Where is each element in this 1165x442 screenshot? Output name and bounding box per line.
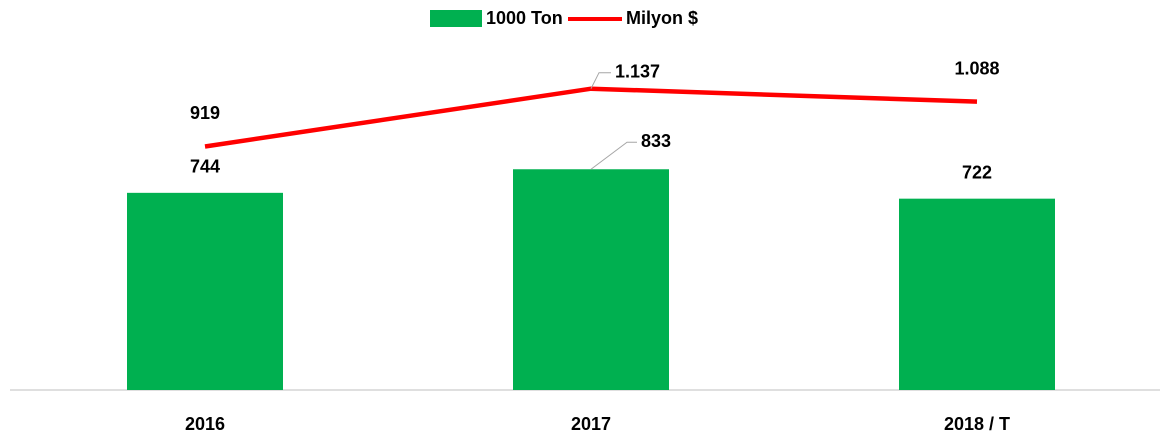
legend-label: Milyon $ — [626, 8, 698, 28]
data-label: 833 — [641, 131, 671, 151]
data-label: 744 — [190, 157, 220, 177]
x-tick-label: 2018 / T — [944, 414, 1010, 434]
bar — [127, 192, 283, 390]
leader-line — [590, 72, 611, 89]
legend-swatch — [430, 10, 482, 27]
line — [204, 86, 978, 149]
x-tick-label: 2016 — [185, 414, 225, 434]
x-tick-label: 2017 — [571, 414, 611, 434]
data-label: 919 — [190, 103, 220, 123]
leader-line — [590, 141, 637, 170]
data-label: 1.137 — [615, 61, 660, 81]
bar — [899, 198, 1055, 390]
data-label: 1.088 — [954, 58, 999, 78]
legend-label: 1000 Ton — [486, 8, 563, 28]
data-label: 722 — [962, 162, 992, 182]
bar — [513, 169, 669, 390]
